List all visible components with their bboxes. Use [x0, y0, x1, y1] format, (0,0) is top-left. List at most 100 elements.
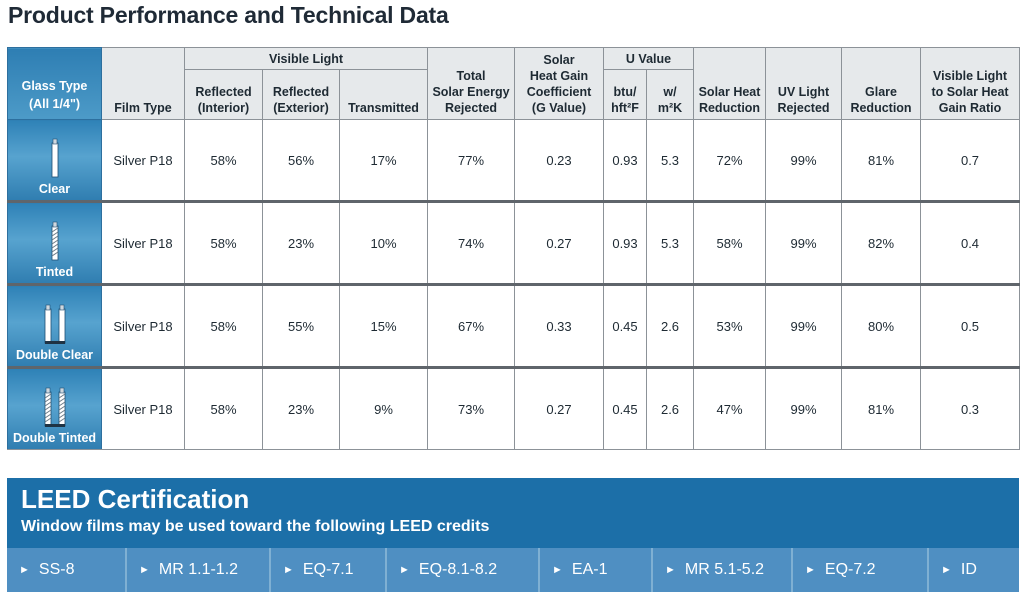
total-solar-energy-header: Total Solar Energy Rejected — [427, 47, 515, 120]
leed-credit-item: ► SS-8 — [7, 548, 125, 592]
triangle-right-icon: ► — [399, 564, 410, 576]
solar-heat-reduction-header: Solar Heat Reduction — [693, 47, 767, 120]
cell-tser: 77% — [427, 119, 515, 203]
leed-credit-label: SS-8 — [38, 561, 75, 578]
cell-trans: 9% — [339, 367, 428, 450]
cell-refl-ext: 23% — [262, 201, 340, 286]
cell-tser: 73% — [427, 367, 515, 450]
cell-refl-ext: 23% — [262, 367, 340, 450]
triangle-right-icon: ► — [552, 564, 563, 576]
visible-light-header: Visible Light — [184, 47, 428, 70]
shgc-header: Solar Heat Gain Coefficient (G Value) — [514, 47, 604, 120]
leed-credit-label: MR 5.1-5.2 — [684, 561, 765, 578]
cell-refl-int: 58% — [184, 284, 263, 369]
cell-u-w: 5.3 — [645, 201, 695, 286]
cell-glare: 81% — [841, 119, 922, 203]
glass-type-cell: Double Clear — [7, 284, 102, 369]
page-title: Product Performance and Technical Data — [8, 2, 449, 28]
cell-trans: 15% — [339, 284, 428, 369]
triangle-right-icon: ► — [805, 564, 816, 576]
triangle-right-icon: ► — [665, 564, 676, 576]
leed-credit-item: ► MR 5.1-5.2 — [651, 548, 791, 592]
cell-uv: 99% — [765, 201, 843, 286]
leed-credit-item: ► ID — [927, 548, 1019, 592]
cell-refl-int: 58% — [184, 119, 263, 203]
cell-u-w: 2.6 — [645, 367, 695, 450]
cell-film: Silver P18 — [101, 201, 185, 286]
leed-subtitle: Window films may be used toward the foll… — [21, 518, 490, 535]
cell-shgc: 0.23 — [514, 119, 604, 203]
cell-uv: 99% — [765, 119, 843, 203]
table-row: Clear Silver P18 58% 56% 17% 77% 0.23 0.93 5.3 72… — [7, 119, 1021, 203]
cell-refl-ext: 56% — [262, 119, 340, 203]
cell-u-btu: 0.93 — [603, 119, 647, 203]
cell-uv: 99% — [765, 367, 843, 450]
triangle-right-icon: ► — [139, 564, 150, 576]
cell-refl-ext: 55% — [262, 284, 340, 369]
cell-uv: 99% — [765, 284, 843, 369]
cell-shgc: 0.27 — [514, 201, 604, 286]
leed-credit-item: ► MR 1.1-1.2 — [125, 548, 269, 592]
cell-u-w: 5.3 — [645, 119, 695, 203]
visible-light-solar-heat-ratio-header: Visible Light to Solar Heat Gain Ratio — [920, 47, 1021, 120]
glass-type-cell: Double Tinted — [7, 367, 102, 450]
cell-shgc: 0.33 — [514, 284, 604, 369]
cell-glare: 81% — [841, 367, 922, 450]
u-value-btu-header: btu/hft²F — [603, 69, 647, 120]
triangle-right-icon: ► — [941, 564, 952, 576]
cell-ratio: 0.3 — [920, 367, 1021, 450]
cell-glare: 80% — [841, 284, 922, 369]
glass-type-label: Tinted — [35, 265, 74, 279]
cell-shr: 72% — [693, 119, 767, 203]
film-type-header: Film Type — [101, 47, 185, 120]
cell-film: Silver P18 — [101, 119, 185, 203]
cell-ratio: 0.7 — [920, 119, 1021, 203]
leed-credit-label: EQ-8.1-8.2 — [418, 561, 498, 578]
cell-trans: 10% — [339, 201, 428, 286]
u-value-w-header: w/m²K — [645, 69, 695, 120]
leed-credit-item: ► EQ-7.2 — [791, 548, 927, 592]
table-row: Double Tinted Silver P18 58% 23% 9% 73% 0.27 0.… — [7, 367, 1021, 450]
glare-reduction-header: Glare Reduction — [841, 47, 922, 120]
cell-film: Silver P18 — [101, 367, 185, 450]
cell-u-btu: 0.45 — [603, 284, 647, 369]
leed-credit-label: EA-1 — [571, 561, 608, 578]
cell-shr: 53% — [693, 284, 767, 369]
cell-shgc: 0.27 — [514, 367, 604, 450]
performance-table: Glass Type (All 1/4") Film Type Visible L… — [7, 47, 1021, 450]
glass-type-cell: Clear — [7, 119, 102, 203]
cell-tser: 74% — [427, 201, 515, 286]
cell-u-btu: 0.45 — [603, 367, 647, 450]
leed-section: LEED Certification Window films may be u… — [7, 478, 1019, 592]
triangle-right-icon: ► — [19, 564, 30, 576]
glass-type-cell: Tinted — [7, 201, 102, 286]
cell-glare: 82% — [841, 201, 922, 286]
leed-title: LEED Certification — [21, 484, 250, 514]
reflected-exterior-header: Reflected (Exterior) — [262, 69, 340, 120]
triangle-right-icon: ► — [283, 564, 294, 576]
leed-credit-label: EQ-7.2 — [824, 561, 876, 578]
leed-credits-bar: ► SS-8 ► MR 1.1-1.2 ► EQ-7.1 ► EQ-8.1-8.2 ► EA-1 ►… — [7, 548, 1019, 592]
single-glass-pane-icon — [51, 221, 58, 261]
cell-refl-int: 58% — [184, 201, 263, 286]
u-value-header: U Value — [602, 47, 695, 70]
cell-trans: 17% — [339, 119, 428, 203]
cell-film: Silver P18 — [101, 284, 185, 369]
leed-credit-item: ► EQ-7.1 — [269, 548, 385, 592]
reflected-interior-header: Reflected (Interior) — [184, 69, 263, 120]
glass-type-label: Double Clear — [15, 348, 94, 362]
leed-credit-label: MR 1.1-1.2 — [158, 561, 239, 578]
glass-type-label: Clear — [38, 182, 71, 196]
cell-ratio: 0.4 — [920, 201, 1021, 286]
cell-ratio: 0.5 — [920, 284, 1021, 369]
glass-type-header: Glass Type (All 1/4") — [7, 47, 102, 120]
cell-u-btu: 0.93 — [603, 201, 647, 286]
single-glass-pane-icon — [51, 138, 58, 178]
cell-u-w: 2.6 — [645, 284, 695, 369]
cell-shr: 47% — [693, 367, 767, 450]
cell-tser: 67% — [427, 284, 515, 369]
table-row: Double Clear Silver P18 58% 55% 15% 67% 0.33 0.… — [7, 284, 1021, 369]
cell-shr: 58% — [693, 201, 767, 286]
leed-credit-item: ► EA-1 — [538, 548, 651, 592]
double-glass-pane-icon — [44, 304, 65, 344]
